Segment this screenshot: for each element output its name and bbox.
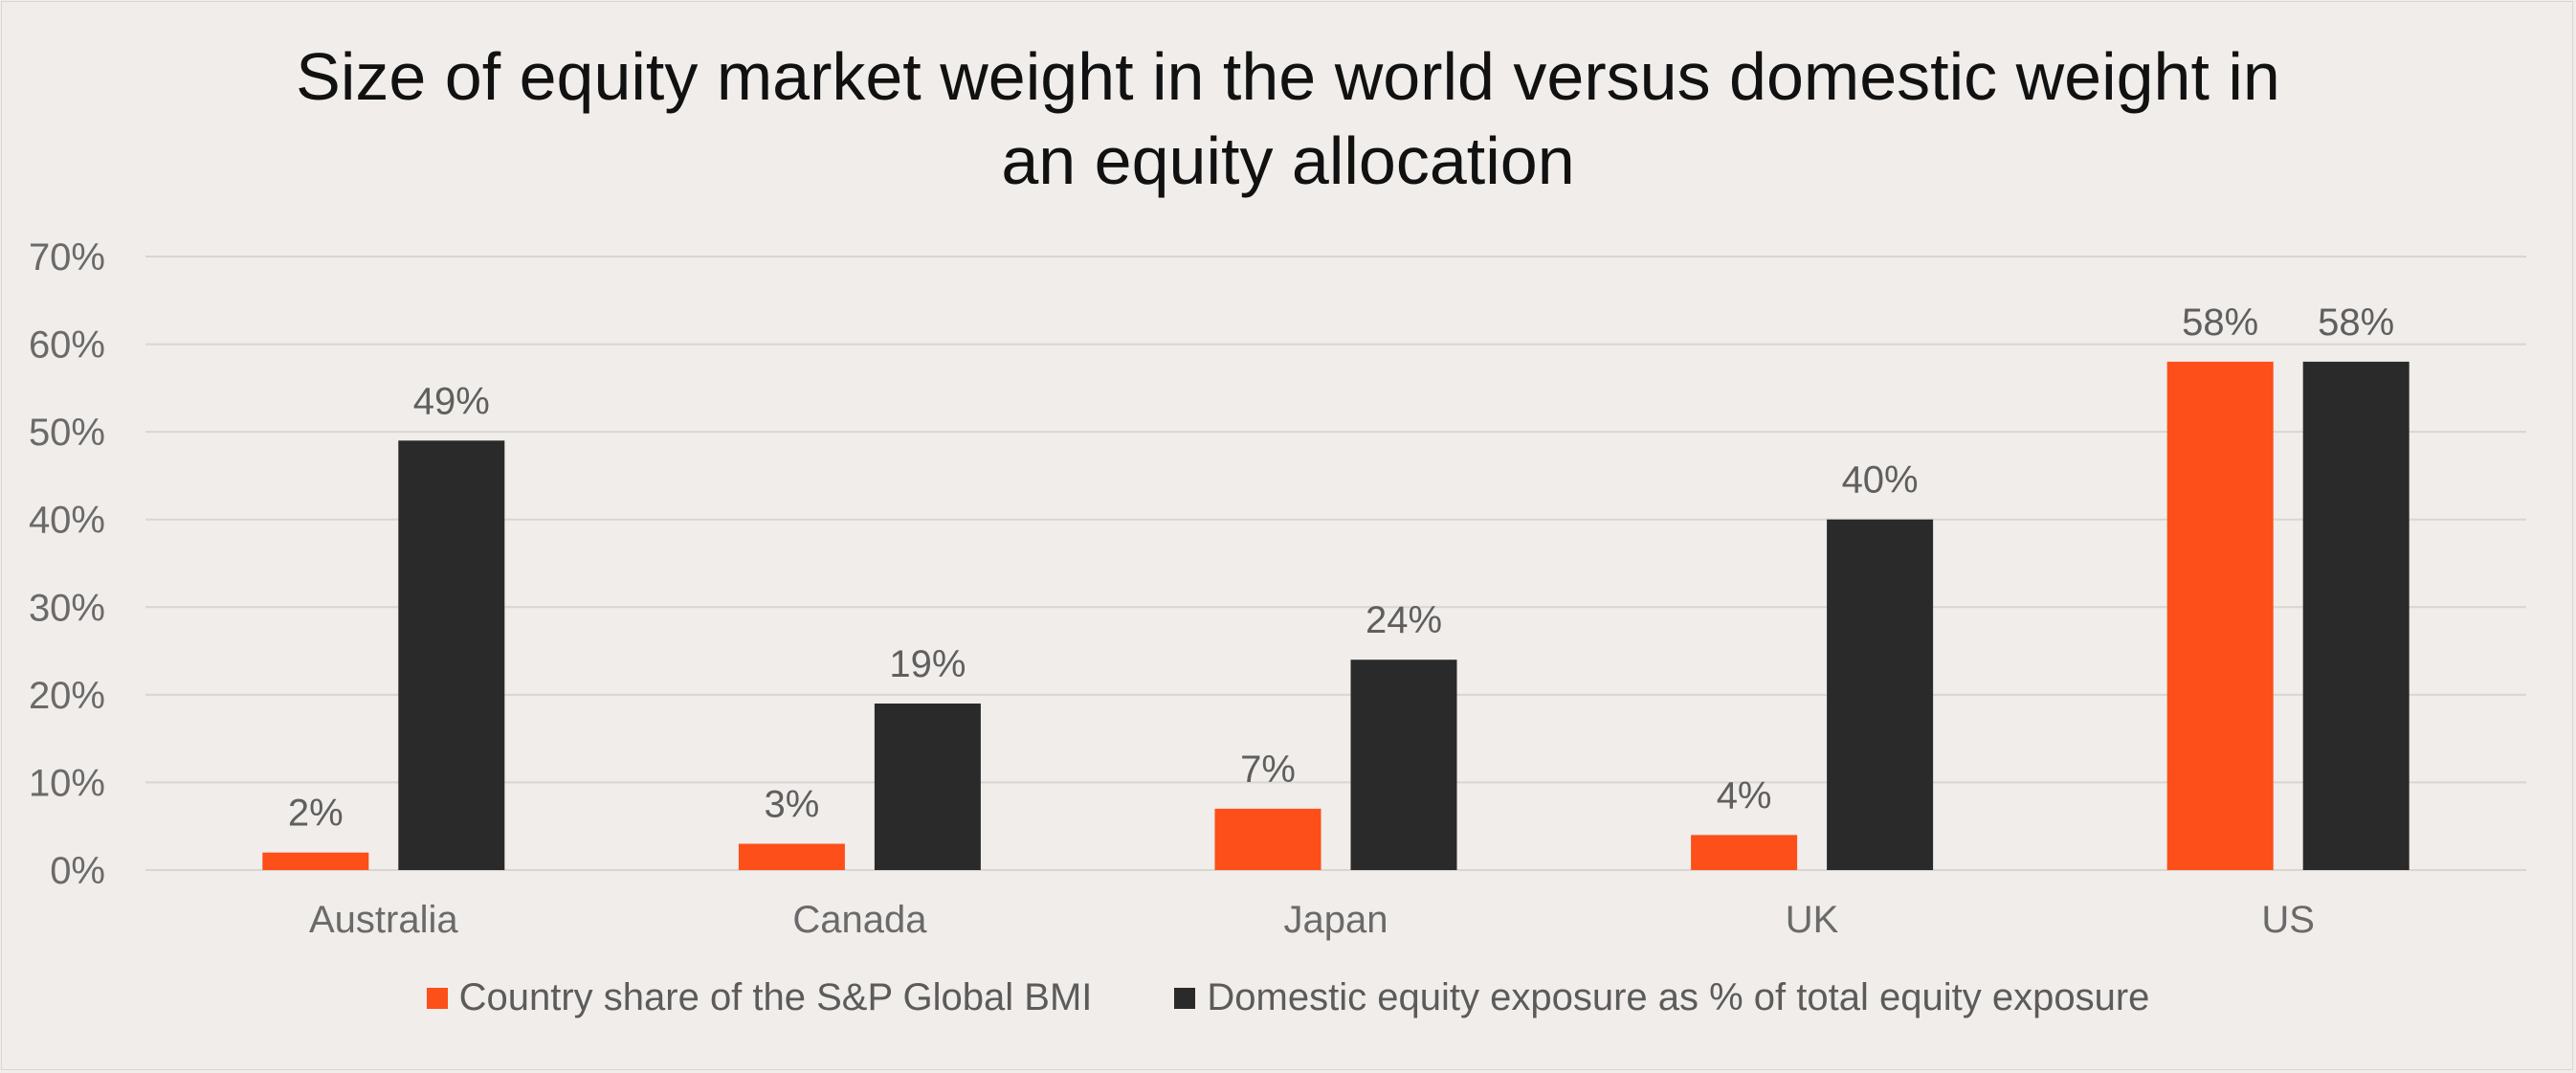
- bar-australia-series-1: [262, 852, 369, 870]
- x-axis: Australia Canada Japan UK US: [309, 899, 2315, 941]
- data-label: 2%: [288, 793, 344, 835]
- y-tick-label: 20%: [29, 675, 105, 717]
- y-tick-label: 10%: [29, 762, 105, 804]
- data-label: 40%: [1842, 459, 1919, 502]
- x-tick-label: UK: [1786, 899, 1839, 941]
- bar-uk-series-1: [1691, 835, 1798, 870]
- chart-title-line1: Size of equity market weight in the worl…: [296, 39, 2280, 114]
- bar-us-series-1: [2166, 361, 2274, 870]
- bar-japan-series-2: [1350, 659, 1457, 870]
- data-label: 4%: [1717, 774, 1772, 816]
- chart-title-line2: an equity allocation: [1001, 123, 1575, 198]
- y-tick-label: 70%: [29, 236, 105, 279]
- gridlines: [145, 256, 2526, 871]
- y-tick-label: 60%: [29, 324, 105, 367]
- data-label: 49%: [413, 380, 490, 422]
- y-tick-label: 50%: [29, 412, 105, 454]
- bar-uk-series-2: [1827, 519, 1934, 870]
- bar-canada-series-1: [738, 843, 845, 870]
- bars: [262, 361, 2409, 870]
- x-tick-label: Australia: [309, 899, 458, 941]
- y-axis: 0% 10% 20% 30% 40% 50% 60% 70%: [29, 236, 105, 892]
- y-tick-label: 30%: [29, 587, 105, 629]
- y-tick-label: 0%: [50, 850, 105, 892]
- bar-us-series-2: [2302, 361, 2409, 870]
- bar-japan-series-1: [1214, 808, 1321, 870]
- legend-item-series-1: Country share of the S&P Global BMI: [426, 976, 1093, 1019]
- data-label: 19%: [889, 643, 966, 685]
- legend-item-series-2: Domestic equity exposure as % of total e…: [1174, 976, 2149, 1019]
- bar-canada-series-2: [874, 704, 981, 870]
- x-tick-label: US: [2261, 899, 2315, 941]
- data-label: 24%: [1366, 599, 1442, 641]
- legend-label-series-1: Country share of the S&P Global BMI: [458, 976, 1093, 1018]
- chart-title: Size of equity market weight in the worl…: [0, 34, 2576, 203]
- legend-swatch-series-2: [1174, 987, 1196, 1009]
- x-tick-label: Japan: [1284, 899, 1388, 941]
- bar-australia-series-2: [398, 440, 505, 870]
- x-tick-label: Canada: [792, 899, 927, 941]
- data-label: 3%: [764, 784, 819, 826]
- data-label: 7%: [1240, 749, 1296, 791]
- y-tick-label: 40%: [29, 500, 105, 542]
- data-label: 58%: [2318, 302, 2394, 344]
- legend-swatch-series-1: [426, 987, 448, 1009]
- data-label: 58%: [2182, 302, 2258, 344]
- legend: Country share of the S&P Global BMI Dome…: [0, 976, 2576, 1019]
- data-labels: 2% 49% 3% 19% 7% 24% 4% 40% 58% 58%: [288, 302, 2394, 835]
- legend-label-series-2: Domestic equity exposure as % of total e…: [1207, 976, 2150, 1018]
